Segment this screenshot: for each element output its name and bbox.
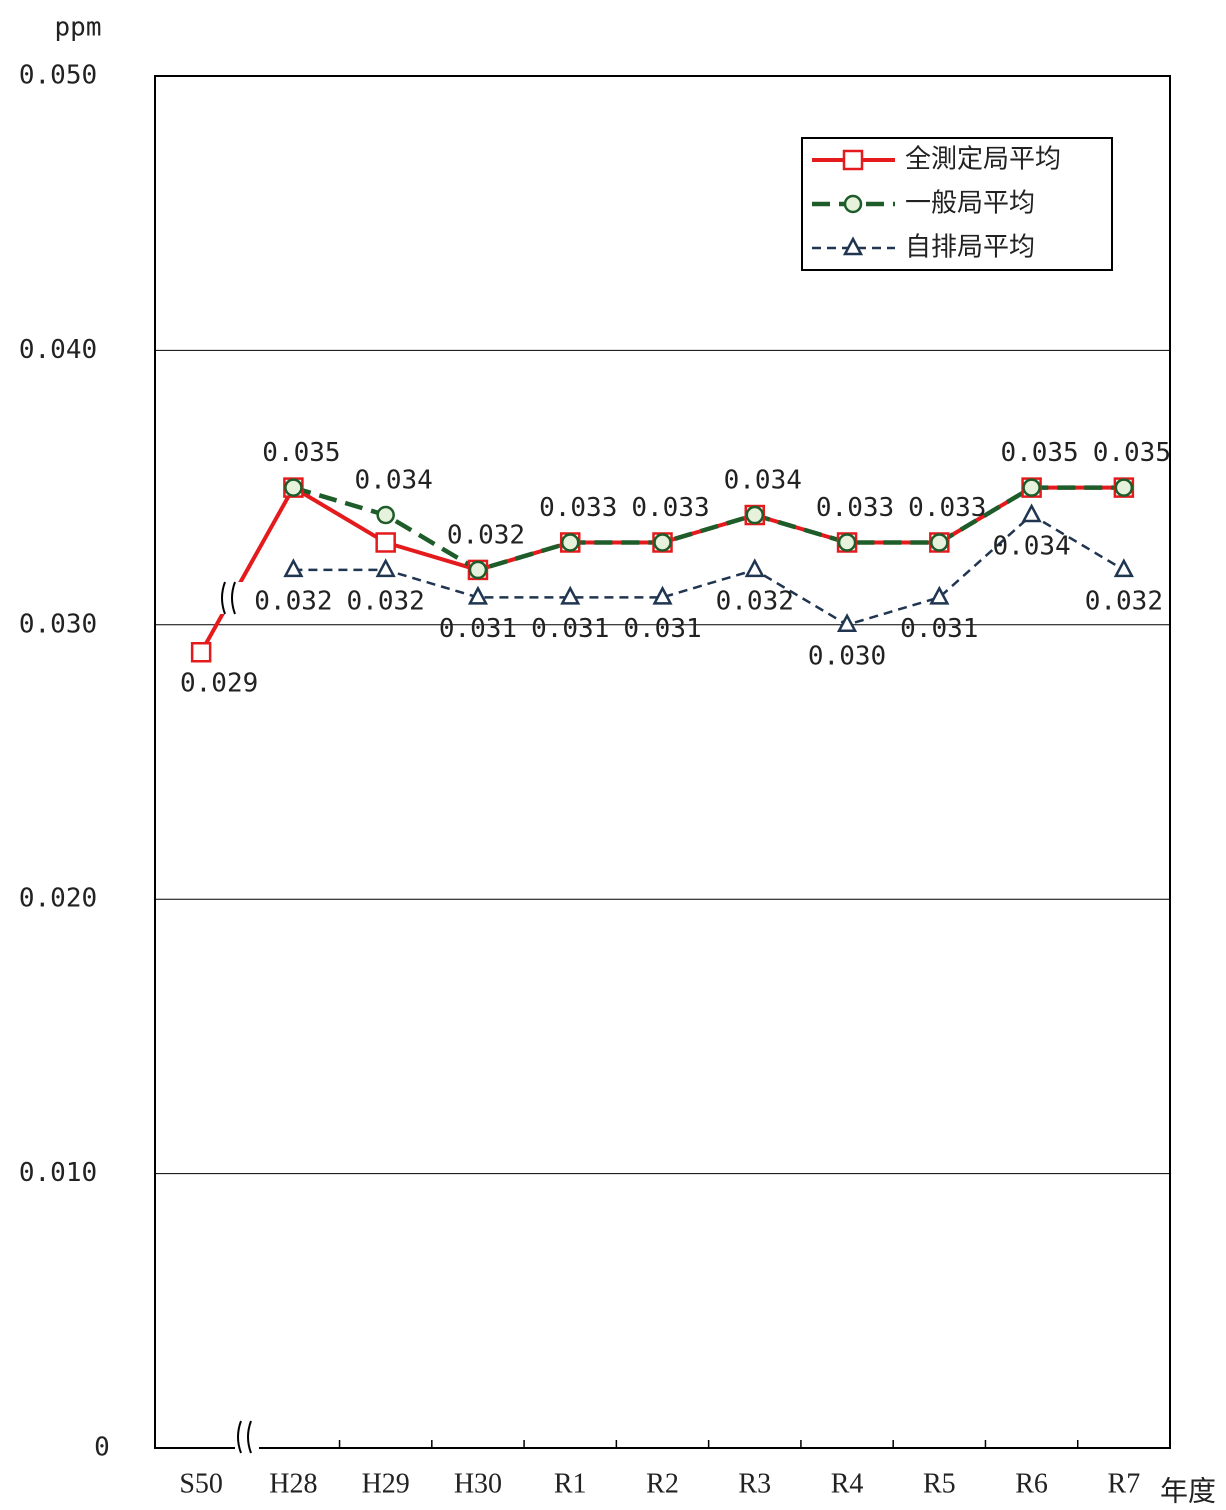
- point: [283, 558, 304, 578]
- y-tick-label: 0.010: [19, 1158, 97, 1188]
- plot-frame: [154, 75, 1171, 1449]
- data-label: 0.033: [539, 493, 617, 523]
- data-label: 0.034: [724, 466, 802, 496]
- series-line: [293, 513, 1125, 627]
- data-label: 0.035: [1093, 438, 1171, 468]
- axis-break: [237, 1420, 252, 1454]
- point: [376, 505, 395, 525]
- data-label: 0.033: [631, 493, 709, 523]
- data-label: 0.033: [908, 493, 986, 523]
- point: [560, 585, 581, 605]
- x-tick-label: R7: [1108, 1468, 1141, 1499]
- legend-marker: [842, 149, 864, 171]
- data-label: 0.031: [439, 614, 517, 644]
- point: [190, 641, 212, 663]
- point: [468, 560, 488, 580]
- y-tick-label: 0.020: [19, 884, 97, 914]
- data-label: 0.034: [992, 532, 1070, 562]
- x-tick-label: R1: [554, 1468, 587, 1499]
- data-label: 0.032: [254, 586, 332, 616]
- data-label: 0.029: [180, 669, 258, 699]
- point: [284, 478, 303, 497]
- legend-label: 一般局平均: [905, 189, 1035, 219]
- y-tick-label: 0.040: [19, 335, 97, 365]
- point: [1022, 478, 1041, 497]
- x-tick-label: H28: [269, 1468, 317, 1499]
- x-tick-label: H29: [362, 1468, 410, 1499]
- x-tick-label: R2: [646, 1468, 679, 1499]
- legend-marker: [842, 236, 864, 256]
- x-tick-label: S50: [179, 1468, 223, 1499]
- x-tick-label: R4: [831, 1468, 864, 1499]
- y-axis-title: ppm: [55, 13, 102, 43]
- data-label: 0.031: [531, 614, 609, 644]
- data-label: 0.031: [900, 614, 978, 644]
- legend-marker: [843, 194, 863, 214]
- point: [560, 533, 580, 552]
- point: [745, 505, 765, 525]
- point: [1113, 558, 1134, 578]
- x-tick-label: H30: [454, 1468, 502, 1499]
- legend-label: 全測定局平均: [905, 145, 1061, 175]
- legend-label: 自排局平均: [905, 233, 1035, 263]
- data-label: 0.032: [716, 586, 794, 616]
- point: [1021, 503, 1042, 523]
- point: [653, 533, 672, 552]
- point: [467, 585, 489, 605]
- data-label: 0.035: [1000, 438, 1078, 468]
- point: [375, 532, 396, 553]
- point: [929, 585, 950, 605]
- y-tick-label: 0: [94, 1433, 110, 1463]
- data-label: 0.034: [355, 466, 433, 496]
- x-tick-label: R6: [1015, 1468, 1048, 1499]
- data-label: 0.032: [447, 520, 525, 550]
- y-tick-label: 0.050: [19, 61, 97, 91]
- data-label: 0.030: [808, 641, 886, 671]
- point: [744, 558, 765, 578]
- x-tick-label: R5: [923, 1468, 956, 1499]
- series-line: [292, 485, 1124, 573]
- point: [836, 613, 858, 633]
- y-tick-label: 0.030: [19, 609, 97, 639]
- point: [375, 558, 396, 578]
- point: [1114, 478, 1134, 497]
- data-label: 0.032: [1085, 586, 1163, 616]
- data-label: 0.031: [623, 614, 701, 644]
- point: [652, 585, 673, 605]
- data-label: 0.033: [816, 493, 894, 523]
- axis-break: [221, 581, 236, 615]
- data-label: 0.032: [347, 586, 425, 616]
- data-label: 0.035: [262, 438, 340, 468]
- point: [930, 533, 949, 552]
- x-axis-title: 年度: [1160, 1475, 1216, 1507]
- point: [837, 533, 857, 552]
- x-tick-label: R3: [738, 1468, 771, 1499]
